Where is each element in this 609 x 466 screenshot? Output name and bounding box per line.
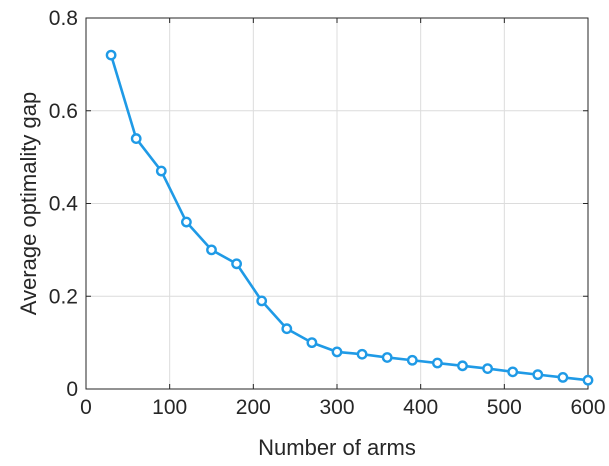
data-point [557, 372, 569, 383]
data-point [180, 216, 192, 228]
x-tick-label: 0 [80, 396, 92, 419]
y-tick-label: 0.6 [49, 100, 78, 123]
y-tick-label: 0.2 [49, 285, 78, 308]
x-tick-label: 100 [152, 396, 187, 419]
data-point [431, 357, 443, 369]
data-point [231, 258, 243, 270]
data-point [582, 374, 594, 386]
y-axis-label: Average optimality gap [16, 92, 41, 315]
y-tick-labels: 0 0.2 0.4 0.6 0.8 [49, 7, 79, 401]
data-point [130, 133, 142, 144]
series-line [109, 54, 589, 382]
x-tick-labels: 0 100 200 300 400 500 600 [80, 396, 605, 419]
data-point [356, 348, 368, 360]
data-point [457, 360, 468, 372]
x-tick-label: 500 [487, 396, 522, 419]
data-point [206, 244, 217, 256]
data-point [507, 366, 519, 378]
data-point [331, 346, 343, 358]
data-point [105, 49, 117, 61]
data-point [482, 363, 493, 374]
data-point [406, 354, 418, 366]
series-layer [105, 49, 594, 386]
y-tick-label: 0.8 [49, 7, 78, 30]
y-tick-label: 0.4 [49, 193, 79, 216]
x-tick-label: 300 [319, 396, 354, 419]
y-tick-label: 0 [66, 378, 78, 401]
data-point [532, 369, 544, 381]
data-point [306, 337, 318, 349]
x-tick-label: 600 [570, 396, 605, 419]
data-point [381, 352, 393, 363]
grid [85, 17, 589, 390]
x-axis-label: Number of arms [258, 435, 416, 460]
data-point [155, 165, 167, 177]
data-point [256, 295, 268, 307]
data-point [281, 323, 293, 335]
x-tick-label: 400 [403, 396, 438, 419]
x-tick-label: 200 [236, 396, 271, 419]
ticks [85, 17, 589, 390]
